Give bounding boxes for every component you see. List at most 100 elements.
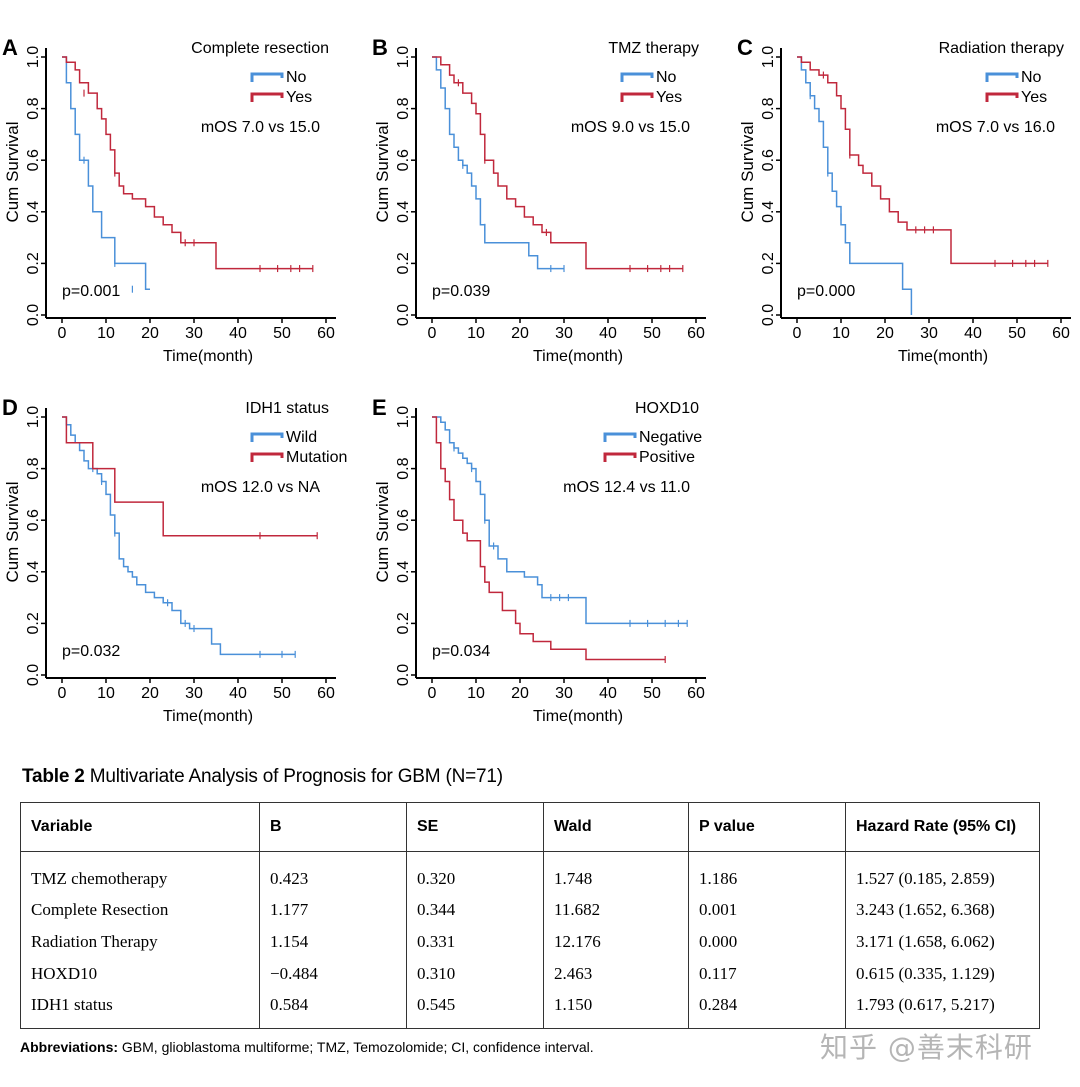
table-cell: 0.000: [688, 926, 846, 958]
y-tick-label: 0.6: [760, 149, 777, 171]
table-cell: Radiation Therapy: [20, 926, 260, 958]
chart-title: HOXD10: [635, 400, 699, 417]
panel-letter: B: [372, 35, 388, 60]
y-tick-label: 0.8: [395, 97, 412, 119]
km-panel-c: 0 10 20 30 40 50 60 0.0 0.2 0.4 0.6 0.8 1.0 Cum Survi…: [737, 35, 1071, 365]
x-tick-label: 20: [511, 685, 529, 702]
legend-swatch: [985, 72, 1019, 82]
legend-label: No: [656, 69, 677, 86]
y-tick-label: 0.2: [395, 612, 412, 634]
panel-letter: E: [372, 395, 387, 420]
table-cell: −0.484: [259, 958, 407, 990]
x-tick-label: 30: [555, 685, 573, 702]
legend-label: No: [1021, 69, 1042, 86]
survival-curve-no: [432, 56, 564, 270]
y-axis-title: Cum Survival: [3, 121, 22, 222]
x-tick-label: 10: [97, 685, 115, 702]
panel-letter: A: [2, 35, 18, 60]
x-axis-title: Time(month): [898, 348, 988, 365]
table-cell: 3.171 (1.658, 6.062): [845, 926, 1040, 958]
table-cell: Complete Resection: [20, 894, 260, 926]
legend-label: Yes: [656, 89, 682, 106]
table-cell: 12.176: [543, 926, 689, 958]
header-se: SE: [406, 802, 544, 852]
y-tick-label: 0.0: [395, 304, 412, 326]
table-title: Table 2 Multivariate Analysis of Prognos…: [22, 766, 1050, 788]
survival-curve-no: [797, 56, 913, 315]
x-tick-label: 10: [467, 325, 485, 342]
y-tick-label: 0.4: [760, 201, 777, 223]
legend-swatch: [620, 92, 654, 102]
x-axis-title: Time(month): [533, 348, 623, 365]
x-tick-label: 40: [229, 685, 247, 702]
legend-swatch: [620, 72, 654, 82]
median-os-annotation: mOS 7.0 vs 15.0: [201, 119, 320, 136]
header-p-value: P value: [688, 802, 846, 852]
y-tick-label: 0.4: [25, 201, 42, 223]
x-tick-label: 60: [317, 685, 335, 702]
x-tick-label: 30: [185, 685, 203, 702]
x-tick-label: 60: [317, 325, 335, 342]
y-tick-label: 0.6: [25, 149, 42, 171]
panel-letter: D: [2, 395, 18, 420]
y-tick-label: 0.0: [25, 304, 42, 326]
y-tick-label: 0.0: [395, 664, 412, 686]
x-tick-label: 50: [1008, 325, 1026, 342]
table-cell: 0.320: [406, 851, 544, 894]
survival-curve-positive: [432, 416, 666, 661]
table-cell: HOXD10: [20, 958, 260, 990]
km-charts-area: 0 10 20 30 40 50 60 0.0 0.2 0.4 0.6 0.8 1.0 Cum Survi…: [2, 35, 1071, 725]
y-tick-label: 0.0: [25, 664, 42, 686]
chart-title: TMZ therapy: [608, 40, 699, 57]
km-panel-b: 0 10 20 30 40 50 60 0.0 0.2 0.4 0.6 0.8 1.0 Cum Survi…: [372, 35, 706, 365]
x-tick-label: 20: [511, 325, 529, 342]
y-tick-label: 0.8: [25, 97, 42, 119]
panel-letter: C: [737, 35, 753, 60]
chart-title: Complete resection: [191, 40, 329, 57]
y-tick-label: 0.6: [395, 149, 412, 171]
legend-swatch: [985, 92, 1019, 102]
table-cell: 0.545: [406, 990, 544, 1029]
y-axis-title: Cum Survival: [738, 121, 757, 222]
table-cell: 0.615 (0.335, 1.129): [845, 958, 1040, 990]
table-row: Radiation Therapy 1.154 0.331 12.176 0.000 3.…: [20, 926, 1040, 958]
table-title-text: Multivariate Analysis of Prognosis for G…: [84, 766, 503, 787]
legend-swatch: [250, 452, 284, 462]
table-cell: 3.243 (1.652, 6.368): [845, 894, 1040, 926]
table-row: IDH1 status 0.584 0.545 1.150 0.284 1.793 (0.…: [20, 990, 1040, 1029]
abbreviations-label: Abbreviations:: [20, 1039, 119, 1055]
x-tick-label: 0: [428, 325, 437, 342]
x-tick-label: 50: [273, 325, 291, 342]
x-tick-label: 40: [599, 685, 617, 702]
x-tick-label: 10: [467, 685, 485, 702]
legend-label: Yes: [286, 89, 312, 106]
median-os-annotation: mOS 12.4 vs 11.0: [563, 479, 690, 496]
y-tick-label: 1.0: [25, 406, 42, 428]
y-tick-label: 0.4: [395, 561, 412, 583]
x-axis-title: Time(month): [533, 708, 623, 725]
table-cell: 1.177: [259, 894, 407, 926]
p-value-label: p=0.039: [432, 283, 490, 300]
x-tick-label: 30: [920, 325, 938, 342]
x-tick-label: 40: [964, 325, 982, 342]
x-tick-label: 20: [141, 325, 159, 342]
y-tick-label: 0.2: [760, 252, 777, 274]
table-cell: 2.463: [543, 958, 689, 990]
km-panel-d: 0 10 20 30 40 50 60 0.0 0.2 0.4 0.6 0.8 1.0 Cum Survi…: [2, 395, 347, 725]
x-tick-label: 0: [58, 325, 67, 342]
y-tick-label: 0.2: [395, 252, 412, 274]
x-tick-label: 30: [185, 325, 203, 342]
survival-curve-yes: [797, 56, 1048, 265]
x-tick-label: 60: [1052, 325, 1070, 342]
y-tick-label: 0.2: [25, 252, 42, 274]
survival-curve-negative: [432, 416, 688, 625]
table-cell: 0.584: [259, 990, 407, 1029]
header-hazard-rate: Hazard Rate (95% CI): [845, 802, 1040, 852]
legend-swatch: [250, 92, 284, 102]
survival-curve-mutation: [62, 416, 318, 537]
x-tick-label: 60: [687, 685, 705, 702]
y-tick-label: 0.0: [760, 304, 777, 326]
legend-label: Wild: [286, 429, 317, 446]
x-tick-label: 40: [599, 325, 617, 342]
x-axis-title: Time(month): [163, 708, 253, 725]
